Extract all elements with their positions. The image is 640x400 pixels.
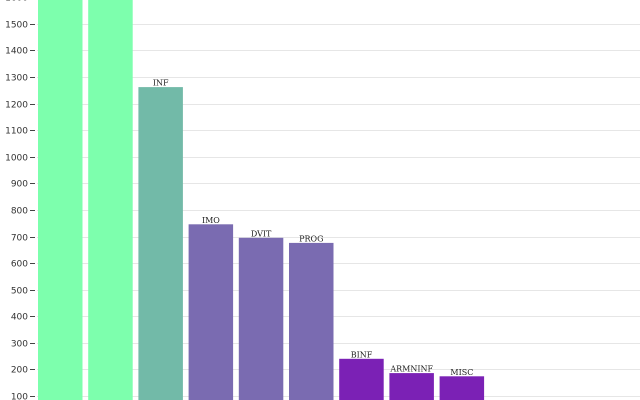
bar-label: ARMNINF	[389, 365, 433, 374]
y-tick-label: 100	[11, 393, 28, 400]
bar	[389, 373, 434, 400]
bar-label: IMO	[202, 216, 220, 225]
bar	[439, 376, 485, 400]
bar-labels: INF IMO DVIT PROG BINF ARMNINF MISC	[153, 79, 474, 377]
y-tick-label: 1200	[5, 101, 28, 111]
y-tick-label: 200	[11, 366, 28, 376]
y-axis: 100 200 300 400 500 600 700 800 900 1000 1100 1200 1…	[5, 0, 35, 400]
y-tick-label: 1100	[5, 127, 28, 137]
y-tick-label: 1600	[5, 0, 28, 4]
y-tick-label: 700	[11, 234, 28, 244]
grid-layer	[37, 24, 640, 397]
bar	[339, 358, 384, 400]
bar	[38, 0, 83, 400]
bar-label: DVIT	[251, 229, 272, 238]
bar	[289, 242, 334, 400]
bar-label: BINF	[351, 350, 373, 359]
bar-label: PROG	[299, 234, 323, 243]
y-tick-label: 300	[11, 340, 28, 350]
y-tick-label: 1300	[5, 74, 28, 84]
y-tick-label: 900	[11, 180, 28, 190]
bar-label: INF	[153, 79, 169, 88]
y-tick-label: 1400	[5, 47, 28, 57]
y-tick-label: 500	[11, 287, 28, 297]
y-tick-label: 1500	[5, 21, 28, 31]
bar	[138, 87, 183, 400]
bar-label: MISC	[450, 368, 473, 377]
y-tick-label: 1000	[5, 154, 28, 164]
y-tick-label: 600	[11, 260, 28, 270]
y-tick-label: 800	[11, 207, 28, 217]
bar-layer	[38, 0, 485, 400]
bar	[188, 224, 234, 400]
bar	[238, 237, 284, 400]
bar	[88, 0, 133, 400]
y-tick-label: 400	[11, 313, 28, 323]
